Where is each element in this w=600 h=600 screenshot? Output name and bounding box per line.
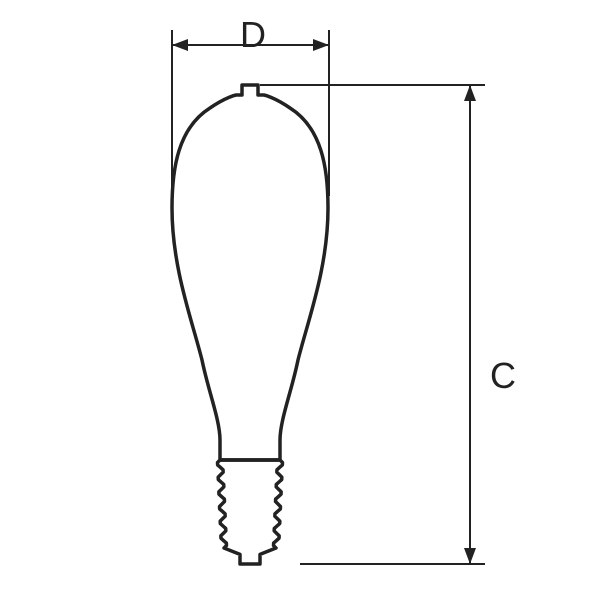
dim-d-arrow-right — [313, 39, 329, 51]
bulb-glass-outline — [172, 85, 328, 460]
bulb-screw-base — [218, 460, 283, 564]
dim-c-arrow-bottom — [464, 548, 476, 564]
diagram-container: D C — [0, 0, 600, 600]
bulb-diagram-svg — [0, 0, 600, 600]
dim-c-arrow-top — [464, 85, 476, 101]
dim-d-arrow-left — [172, 39, 188, 51]
dimension-label-c: C — [490, 355, 516, 397]
dimension-label-d: D — [240, 14, 266, 56]
